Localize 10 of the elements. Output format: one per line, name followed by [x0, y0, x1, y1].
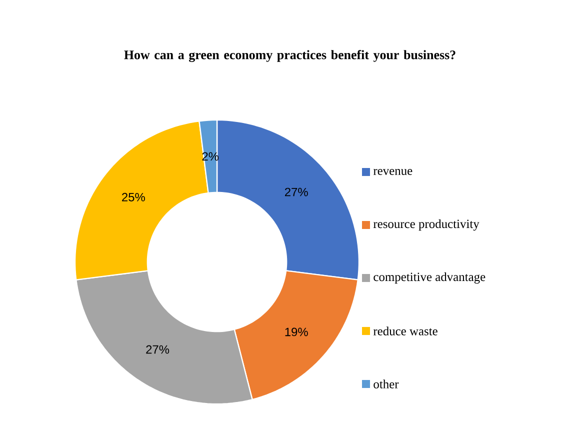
legend-label: resource productivity: [373, 219, 480, 231]
data-label: 27%: [284, 188, 308, 196]
legend-label: revenue: [373, 168, 412, 175]
data-label: 27%: [146, 345, 170, 354]
data-label: 25%: [122, 192, 145, 202]
legend-label: other: [374, 380, 399, 388]
data-label: 19%: [285, 328, 308, 336]
chart-title: How can a green economy practices benefit your business?: [124, 50, 456, 62]
legend-label: competitive advantage: [374, 272, 486, 284]
legend-label: reduce waste: [373, 326, 438, 336]
